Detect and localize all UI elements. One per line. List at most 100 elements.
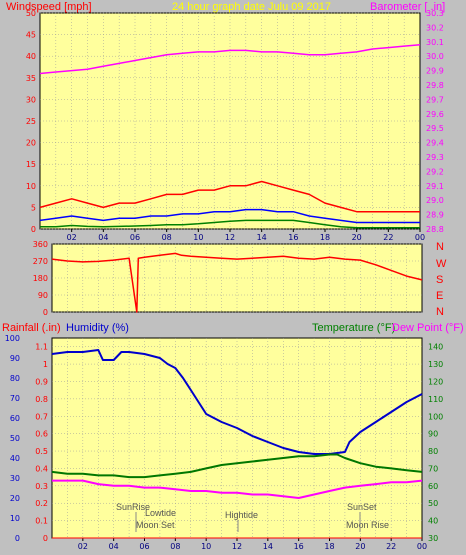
barometer-tick-label: 29.6 — [426, 110, 444, 119]
windspeed-tick-label: 10 — [26, 182, 36, 191]
sunrise-label: SunRise — [116, 502, 150, 512]
barometer-tick-label: 28.8 — [426, 225, 444, 234]
humidity-tick-label: 10 — [10, 514, 20, 523]
humidity-tick-label: 70 — [10, 394, 20, 403]
rainfall-tick-label: 1.1 — [35, 343, 48, 352]
rainfall-tick-label: 0.6 — [35, 430, 48, 439]
humidity-tick-label: 40 — [10, 454, 20, 463]
upper-x-tick-label: 10 — [193, 233, 203, 242]
temperature-tick-label: 80 — [428, 447, 438, 456]
barometer-tick-label: 29.2 — [426, 167, 444, 176]
rainfall-header: Rainfall (.in) — [2, 322, 61, 334]
rainfall-tick-label: 0 — [43, 534, 48, 543]
lower-x-tick-label: 10 — [201, 542, 211, 551]
rainfall-tick-label: 1 — [43, 360, 48, 369]
moonrise-label: Moon Rise — [346, 520, 389, 530]
rainfall-tick-label: 0.5 — [35, 447, 48, 456]
barometer-header: Barometer [ .in] — [370, 1, 445, 13]
lower-x-tick-label: 16 — [294, 542, 304, 551]
windspeed-header: Windspeed [mph] — [6, 1, 92, 13]
humidity-tick-label: 90 — [10, 354, 20, 363]
windspeed-tick-label: 5 — [31, 203, 36, 212]
upper-x-tick-label: 06 — [130, 233, 140, 242]
lower-x-tick-label: 04 — [109, 542, 119, 551]
lowtide-label: Lowtide — [145, 508, 176, 518]
barometer-series — [39, 43, 421, 75]
compass-s: S — [436, 274, 443, 286]
temperature-tick-label: 70 — [428, 464, 438, 473]
windspeed-tick-label: 15 — [26, 160, 36, 169]
temperature-tick-label: 40 — [428, 517, 438, 526]
windspeed-tick-label: 50 — [26, 9, 36, 18]
barometer-tick-label: 30.0 — [426, 52, 444, 61]
humidity-tick-label: 80 — [10, 374, 20, 383]
barometer-tick-label: 29.1 — [426, 182, 444, 191]
temperature-tick-label: 60 — [428, 482, 438, 491]
temperature-tick-label: 110 — [428, 395, 443, 404]
humidity-series — [51, 349, 423, 455]
barometer-tick-label: 30.1 — [426, 38, 444, 47]
direction-tick-label: 90 — [38, 291, 48, 300]
lower-x-tick-label: 20 — [355, 542, 365, 551]
windspeed-tick-label: 25 — [26, 117, 36, 126]
direction-tick-label: 360 — [33, 240, 48, 249]
upper-x-tick-label: 18 — [320, 233, 330, 242]
humidity-tick-label: 60 — [10, 414, 20, 423]
windspeed-tick-label: 40 — [26, 52, 36, 61]
barometer-tick-label: 29.0 — [426, 196, 444, 205]
upper-x-tick-label: 00 — [415, 233, 425, 242]
temperature-tick-label: 50 — [428, 499, 438, 508]
direction-tick-label: 0 — [43, 308, 48, 317]
temperature-tick-label: 140 — [428, 343, 443, 352]
rainfall-tick-label: 0.4 — [35, 464, 48, 473]
temperature-header: Temperature (°F) — [312, 322, 395, 334]
windspeed-tick-label: 20 — [26, 139, 36, 148]
humidity-tick-label: 50 — [10, 434, 20, 443]
barometer-tick-label: 29.5 — [426, 124, 444, 133]
upper-x-tick-label: 12 — [225, 233, 235, 242]
temperature-tick-label: 90 — [428, 430, 438, 439]
windspeed-tick-label: 45 — [26, 31, 36, 40]
wind-gust-series — [39, 180, 420, 213]
dewpoint-header: Dew Point (°F) — [392, 322, 464, 334]
lower-x-tick-label: 12 — [232, 542, 242, 551]
lower-x-tick-label: 14 — [263, 542, 273, 551]
barometer-tick-label: 29.3 — [426, 153, 444, 162]
windspeed-tick-label: 30 — [26, 95, 36, 104]
compass-e: E — [436, 290, 443, 302]
rainfall-tick-label: 0.2 — [35, 499, 48, 508]
temperature-tick-label: 130 — [428, 360, 443, 369]
wind-average-series — [39, 208, 420, 224]
direction-tick-label: 180 — [33, 274, 48, 283]
barometer-tick-label: 29.4 — [426, 139, 444, 148]
windspeed-tick-label: 0 — [31, 225, 36, 234]
lower-x-tick-label: 00 — [417, 542, 427, 551]
graph-date-header: 24 hour graph date Julu 09 2017 — [172, 1, 331, 13]
upper-x-tick-label: 14 — [257, 233, 267, 242]
upper-x-tick-label: 04 — [98, 233, 108, 242]
compass-w: W — [436, 258, 447, 270]
rainfall-tick-label: 0.9 — [35, 377, 48, 386]
upper-x-tick-label: 22 — [383, 233, 393, 242]
wind-low-series — [40, 219, 420, 229]
barometer-tick-label: 29.8 — [426, 81, 444, 90]
rainfall-tick-label: 0.3 — [35, 482, 48, 491]
direction-tick-label: 270 — [33, 257, 48, 266]
barometer-tick-label: 29.9 — [426, 67, 444, 76]
humidity-tick-label: 20 — [10, 494, 20, 503]
temperature-tick-label: 100 — [428, 412, 443, 421]
dewpoint-series — [52, 479, 423, 499]
rainfall-tick-label: 0.7 — [35, 412, 48, 421]
lower-x-tick-label: 18 — [324, 542, 334, 551]
humidity-tick-label: 0 — [15, 534, 20, 543]
humidity-tick-label: 100 — [5, 334, 20, 343]
temperature-series — [51, 453, 423, 479]
rainfall-tick-label: 0.1 — [35, 517, 48, 526]
barometer-tick-label: 28.9 — [426, 211, 444, 220]
temperature-tick-label: 30 — [428, 534, 438, 543]
humidity-header: Humidity (%) — [66, 322, 129, 334]
compass-n-bottom: N — [436, 306, 444, 318]
rainfall-tick-label: 0.8 — [35, 395, 48, 404]
